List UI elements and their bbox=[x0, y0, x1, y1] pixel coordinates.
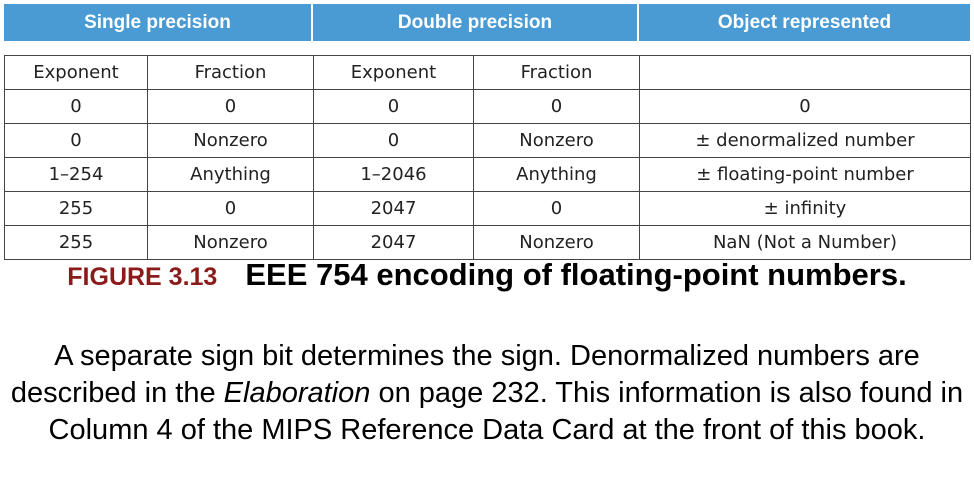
table-cell: 0 bbox=[147, 191, 314, 226]
header-object-represented: Object represented bbox=[639, 4, 970, 41]
table-cell: Nonzero bbox=[473, 225, 640, 260]
encoding-table-body: Exponent Fraction Exponent Fraction 0 0 … bbox=[4, 55, 971, 260]
subheader-cell: Exponent bbox=[4, 55, 148, 90]
subheader-cell: Fraction bbox=[147, 55, 314, 90]
table-cell: 1–2046 bbox=[313, 157, 474, 192]
table-cell: ± denormalized number bbox=[639, 123, 971, 158]
table-cell: ± floating-point number bbox=[639, 157, 971, 192]
table-cell: 255 bbox=[4, 225, 148, 260]
table-cell: 0 bbox=[313, 89, 474, 124]
table-row: 255 Nonzero 2047 Nonzero NaN (Not a Numb… bbox=[4, 225, 971, 260]
table-row: 0 0 0 0 0 bbox=[4, 89, 971, 124]
table-cell: Anything bbox=[473, 157, 640, 192]
table-cell: Nonzero bbox=[473, 123, 640, 158]
caption-text-part2: on page 232. This information is also fo… bbox=[48, 377, 964, 446]
table-cell: 255 bbox=[4, 191, 148, 226]
table-row: 255 0 2047 0 ± infinity bbox=[4, 191, 971, 226]
table-row: 1–254 Anything 1–2046 Anything ± floatin… bbox=[4, 157, 971, 192]
table-cell: Nonzero bbox=[147, 225, 314, 260]
header-single-precision: Single precision bbox=[4, 4, 313, 41]
table-cell: Anything bbox=[147, 157, 314, 192]
table-group-header: Single precision Double precision Object… bbox=[4, 4, 970, 41]
table-cell: NaN (Not a Number) bbox=[639, 225, 971, 260]
table-cell: 0 bbox=[639, 89, 971, 124]
table-cell: 0 bbox=[4, 123, 148, 158]
table-cell: 0 bbox=[473, 191, 640, 226]
table-cell: ± infinity bbox=[639, 191, 971, 226]
subheader-cell bbox=[639, 55, 971, 90]
table-cell: Nonzero bbox=[147, 123, 314, 158]
table-cell: 0 bbox=[4, 89, 148, 124]
table-cell: 0 bbox=[147, 89, 314, 124]
table-cell: 1–254 bbox=[4, 157, 148, 192]
subheader-cell: Exponent bbox=[313, 55, 474, 90]
table-cell: 2047 bbox=[313, 225, 474, 260]
table-subheader-row: Exponent Fraction Exponent Fraction bbox=[4, 55, 971, 90]
figure-caption-body: A separate sign bit determines the sign.… bbox=[0, 338, 974, 449]
header-double-precision: Double precision bbox=[313, 4, 639, 41]
figure-number: FIGURE 3.13 bbox=[67, 263, 218, 291]
table-row: 0 Nonzero 0 Nonzero ± denormalized numbe… bbox=[4, 123, 971, 158]
figure-caption-title: FIGURE 3.13 EEE 754 encoding of floating-… bbox=[0, 256, 974, 296]
table-cell: 0 bbox=[473, 89, 640, 124]
subheader-cell: Fraction bbox=[473, 55, 640, 90]
table-cell: 2047 bbox=[313, 191, 474, 226]
encoding-table: Single precision Double precision Object… bbox=[4, 4, 971, 260]
figure-title: EEE 754 encoding of floating-point numbe… bbox=[245, 257, 907, 292]
caption-text-part1: A separate sign bit determines the sign.… bbox=[10, 340, 920, 409]
caption-text-italic: Elaboration bbox=[223, 377, 371, 409]
table-cell: 0 bbox=[313, 123, 474, 158]
